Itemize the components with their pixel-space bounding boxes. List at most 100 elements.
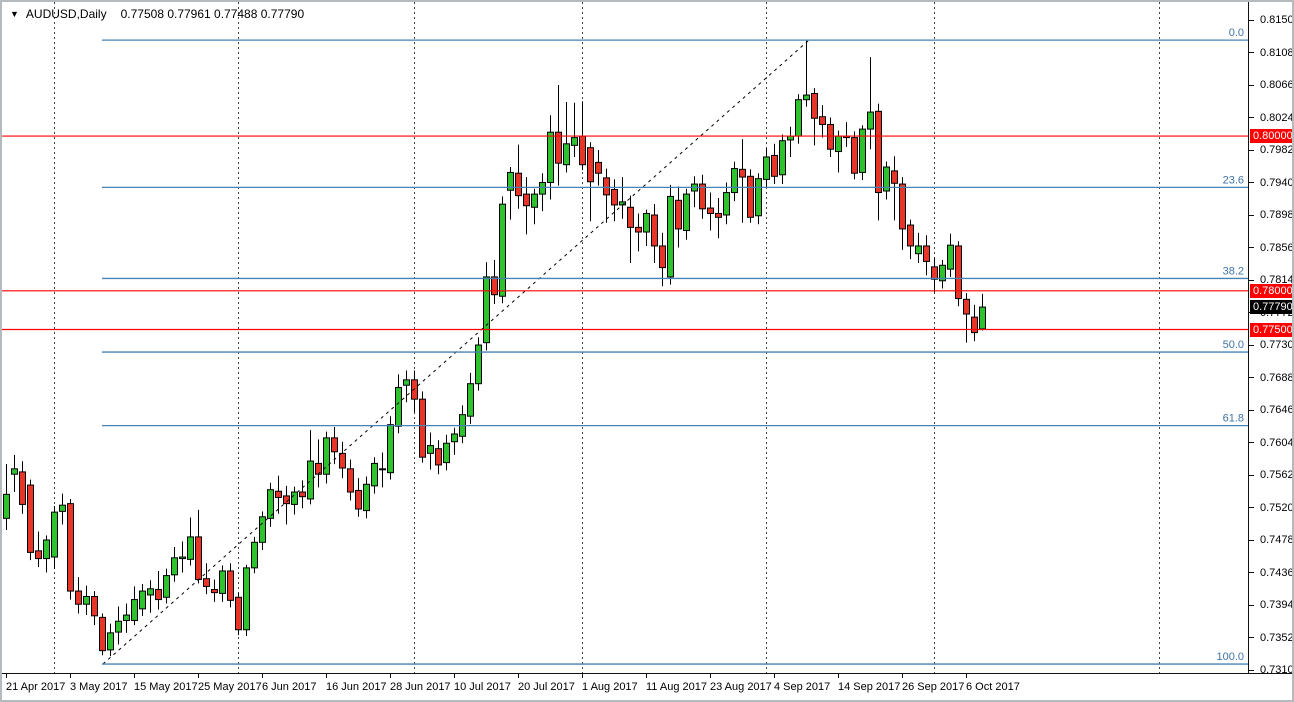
candle-body [235,596,242,631]
candle-body [563,143,570,166]
candle-body [915,245,922,255]
candle-body [907,224,914,247]
candle-body [475,344,482,385]
candle-body [515,172,522,197]
candle-body [395,387,402,427]
candle-body [587,147,594,183]
candle-body [115,620,122,633]
candle-body [899,183,906,230]
candle-body [595,161,602,174]
date-axis-label: 23 Aug 2017 [710,681,772,693]
candle-body [467,383,474,417]
date-axis-tick [774,674,775,678]
date-axis-label: 4 Sep 2017 [774,681,831,693]
date-axis-label: 20 Jul 2017 [518,681,575,693]
price-axis-tick [1249,247,1254,248]
price-axis-tick [1249,669,1254,671]
candle-body [435,448,442,466]
candle-body [195,536,202,580]
price-axis-tick [1249,344,1254,346]
candle-body [99,616,106,652]
candle-body [811,93,818,119]
date-axis-tick [262,674,263,678]
date-axis-tick [326,674,327,678]
price-axis-tick [1249,442,1254,443]
candle-body [891,170,898,184]
candle-body [523,193,530,207]
date-axis-tick [70,674,71,678]
candle-body [539,182,546,195]
candle-body [123,614,130,621]
candle-body [779,140,786,176]
candle-body [963,298,970,315]
candle-body [795,99,802,137]
candle-body [243,567,250,631]
candle-body [419,398,426,458]
candle-body [179,556,186,560]
candle-body [387,424,394,474]
date-axis-tick [902,674,903,678]
date-axis-label: 11 Aug 2017 [646,681,707,693]
fibonacci-level-label: 38.2 [1223,265,1244,277]
candle-body [731,168,738,194]
date-axis-tick [646,674,647,678]
candle-body [483,276,490,344]
candle-body [723,192,730,216]
date-axis[interactable]: 21 Apr 2017 3 May 2017 15 May 2017 25 May 2… [2,673,1292,700]
candle-body [579,135,586,166]
candle-body [371,462,378,487]
candle-body [363,483,370,512]
candle-body [771,154,778,177]
candle-body [131,599,138,621]
symbol-dropdown-icon[interactable]: ▼ [10,8,19,19]
candle-body [555,131,562,164]
candle-body [171,557,178,576]
candle-body [835,135,842,153]
candle-body [347,468,354,493]
price-axis-tick [1249,214,1254,216]
candle-body [923,245,930,262]
price-axis-tick [1249,409,1254,411]
candle-body [859,128,866,173]
candle-body [75,590,82,605]
price-axis-tick [1249,149,1254,151]
candle-body [947,244,954,270]
candle-body [699,183,706,210]
price-axis-tick [1249,52,1254,53]
price-level-badge: 0.78000 [1250,283,1292,298]
candle-body [507,171,514,191]
candle-body [331,437,338,453]
candle-body [819,116,826,125]
chart-plot-area[interactable]: 0.0 23.6 38.2 50.0 61.8 100.0 ▼ AUDUSD,Daily … [2,2,1248,673]
date-axis-tick [454,674,455,678]
candle-body [547,131,554,183]
candle-body [339,452,346,469]
fibonacci-level-label: 0.0 [1229,27,1244,39]
candle-body [443,442,450,464]
date-axis-tick [390,674,391,678]
fibonacci-level-label: 23.6 [1223,174,1244,186]
chart-ohlc-values: 0.77508 0.77961 0.77488 0.77790 [120,7,305,21]
candle-body [667,195,674,278]
candle-body [603,177,610,196]
candle-body [627,206,634,228]
candle-body [107,632,114,651]
candle-body [491,276,498,296]
candle-body [35,550,42,560]
candle-body [411,379,418,400]
candle-body [203,578,210,587]
fibonacci-level-label: 61.8 [1223,413,1244,425]
candle-body [851,137,858,174]
